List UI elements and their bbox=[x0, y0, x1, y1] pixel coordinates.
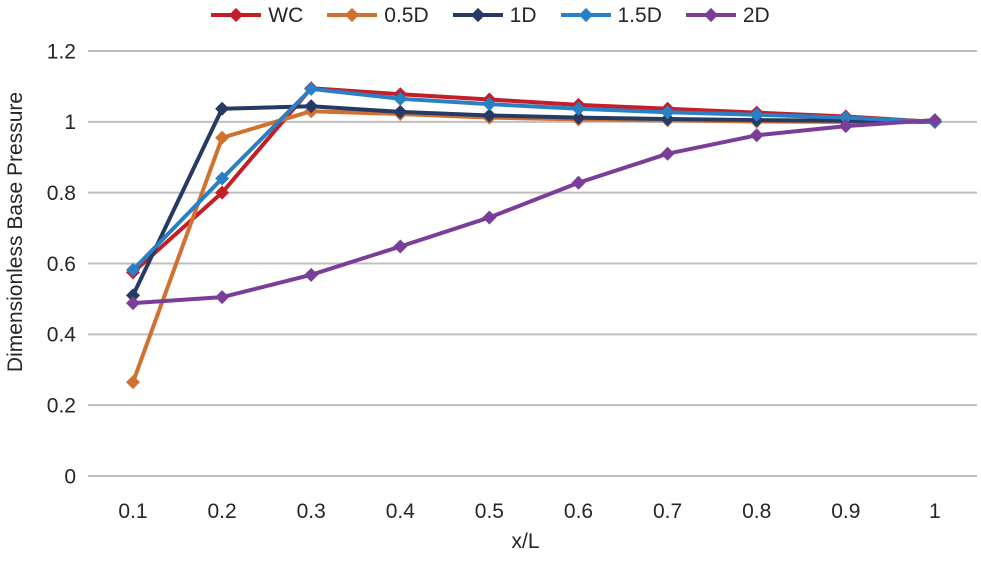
y-tick-label: 0.6 bbox=[47, 253, 76, 276]
legend-marker-2d-icon bbox=[685, 7, 736, 23]
x-axis-title: x/L bbox=[511, 530, 540, 553]
y-tick-label: 1.2 bbox=[47, 40, 76, 63]
x-tick-label: 0.8 bbox=[742, 500, 771, 523]
legend-marker-1d-icon bbox=[452, 7, 503, 23]
y-tick-label: 0.4 bbox=[47, 324, 77, 347]
series-line-2d bbox=[131, 118, 937, 306]
x-tick-label: 0.6 bbox=[564, 500, 593, 523]
x-tick-label: 0.7 bbox=[653, 500, 682, 523]
legend-marker-wc-icon bbox=[211, 7, 262, 23]
x-tick-label: 0.3 bbox=[297, 500, 326, 523]
x-tick-label: 0.9 bbox=[831, 500, 860, 523]
x-tick-label: 0.2 bbox=[207, 500, 236, 523]
legend-label-1-5d: 1.5D bbox=[617, 3, 662, 27]
x-tick-label: 0.1 bbox=[118, 500, 147, 523]
series-markers-wc bbox=[126, 81, 942, 280]
y-tick-label: 1 bbox=[64, 111, 76, 134]
chart-legend: WC 0.5D 1D 1.5D 2D bbox=[0, 2, 981, 28]
legend-marker-1-5d-icon bbox=[560, 7, 611, 23]
legend-label-2d: 2D bbox=[742, 3, 770, 27]
y-tick-label: 0.2 bbox=[47, 395, 76, 418]
series-markers-1-5d bbox=[126, 81, 942, 277]
legend-label-wc: WC bbox=[268, 3, 304, 27]
y-tick-label: 0.8 bbox=[47, 182, 76, 205]
y-tick-label: 0 bbox=[64, 465, 76, 488]
legend-item-1-5d: 1.5D bbox=[560, 3, 662, 27]
x-tick-label: 1 bbox=[929, 500, 941, 523]
x-tick-label: 0.5 bbox=[475, 500, 504, 523]
legend-marker-0-5d-icon bbox=[327, 7, 378, 23]
legend-item-0-5d: 0.5D bbox=[327, 3, 429, 27]
legend-item-1d: 1D bbox=[452, 3, 537, 27]
series-line-1d bbox=[131, 104, 937, 298]
series-markers-0-5d bbox=[126, 104, 942, 390]
legend-item-wc: WC bbox=[211, 5, 303, 26]
legend-item-2d: 2D bbox=[685, 3, 770, 27]
series-markers-2d bbox=[126, 113, 942, 311]
x-tick-label: 0.4 bbox=[386, 500, 416, 523]
legend-label-0-5d: 0.5D bbox=[384, 3, 429, 27]
series-line-1-5d bbox=[131, 86, 937, 272]
legend-label-1d: 1D bbox=[509, 3, 537, 27]
series-line-0-5d bbox=[131, 109, 937, 385]
